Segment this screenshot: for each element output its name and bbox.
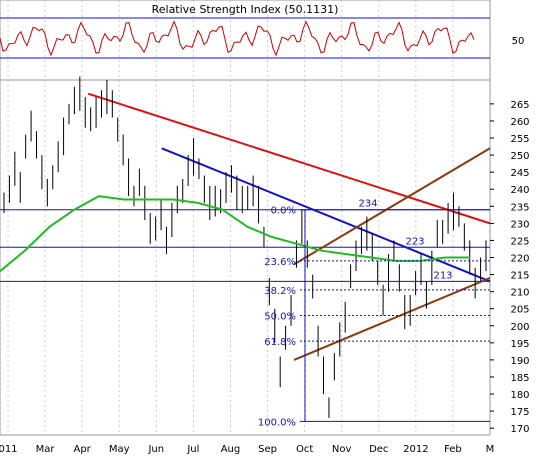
fib-level-label: 50.0% xyxy=(264,312,296,323)
y-axis-tick-label: 245 xyxy=(510,168,529,179)
x-axis-tick-label: Apr xyxy=(73,444,91,455)
fib-level-label: 0.0% xyxy=(271,206,296,217)
price-bars xyxy=(3,76,487,418)
moving-average-line xyxy=(0,195,470,272)
trendline xyxy=(293,147,491,266)
trendlines xyxy=(87,92,491,361)
x-axis-tick-label: Jun xyxy=(147,444,164,455)
annotation-label: 213 xyxy=(433,270,452,281)
y-axis-tick-label: 220 xyxy=(510,254,529,265)
x-axis-tick-label: Mar xyxy=(36,444,56,455)
x-axis-tick-label: Dec xyxy=(369,444,388,455)
fibonacci-levels: 0.0% 23.6% 38.2% 50.0% 61.8% 100.0% xyxy=(258,206,490,428)
rsi-lines xyxy=(0,17,490,59)
x-axis-tick-label: Feb xyxy=(444,444,462,455)
y-axis-tick-label: 225 xyxy=(510,236,529,247)
x-axis-tick-label: 011 xyxy=(0,444,18,455)
y-axis-tick-label: 180 xyxy=(510,390,529,401)
y-axis-tick-label: 260 xyxy=(510,117,529,128)
x-axis-tick-label: 2012 xyxy=(403,444,428,455)
y-axis-tick-label: 205 xyxy=(510,305,529,316)
fib-level-label: 61.8% xyxy=(264,337,296,348)
x-axis: 011 Mar Apr May Jun Jul Aug Sep Oct Nov Dec 2012 Feb… xyxy=(0,444,494,455)
rsi-panel: Relative Strength Index (50.1131) 50 xyxy=(0,0,525,81)
x-axis-tick-label: Jul xyxy=(186,444,199,455)
annotation-label: 223 xyxy=(405,236,424,247)
moving-average-path xyxy=(0,195,470,272)
fib-level-label: 100.0% xyxy=(258,417,296,428)
trendline xyxy=(87,92,491,225)
y-axis-tick-label: 215 xyxy=(510,271,529,282)
y-axis-tick-label: 200 xyxy=(510,322,529,333)
rsi-title: Relative Strength Index (50.1131) xyxy=(152,3,339,16)
y-axis: 170 175 180 185 190 195 200 205 210 215 220 225 230 2… xyxy=(490,100,530,435)
y-axis-tick-label: 255 xyxy=(510,134,529,145)
annotation-label: 234 xyxy=(358,199,377,210)
x-axis-tick-label: Oct xyxy=(296,444,313,455)
x-axis-tick-label: M xyxy=(486,444,495,455)
annotations: 234 223 213 xyxy=(358,199,452,282)
x-axis-tick-label: May xyxy=(109,444,130,455)
fib-level-label: 23.6% xyxy=(264,257,296,268)
y-axis-tick-label: 235 xyxy=(510,202,529,213)
y-axis-tick-label: 175 xyxy=(510,407,529,418)
y-axis-tick-label: 240 xyxy=(510,185,529,196)
y-axis-tick-label: 185 xyxy=(510,373,529,384)
y-axis-tick-label: 250 xyxy=(510,151,529,162)
rsi-level-label: 50 xyxy=(512,36,525,47)
price-panel: 0.0% 23.6% 38.2% 50.0% 61.8% 100.0% 234 223 213… xyxy=(0,76,530,455)
fib-level-label: 38.2% xyxy=(264,286,296,297)
x-axis-tick-label: Nov xyxy=(332,444,352,455)
y-axis-tick-label: 230 xyxy=(510,219,529,230)
rsi-line xyxy=(0,20,475,57)
y-axis-tick-label: 265 xyxy=(510,100,529,111)
trendline xyxy=(161,147,491,283)
y-axis-tick-label: 210 xyxy=(510,288,529,299)
y-axis-tick-label: 190 xyxy=(510,356,529,367)
y-axis-tick-label: 195 xyxy=(510,339,529,350)
y-axis-tick-label: 170 xyxy=(510,424,529,435)
price-panel-frame xyxy=(0,79,491,436)
grid-layer xyxy=(7,0,491,435)
x-axis-tick-label: Aug xyxy=(221,444,241,455)
x-axis-tick-label: Sep xyxy=(258,444,277,455)
trendline xyxy=(293,277,491,361)
